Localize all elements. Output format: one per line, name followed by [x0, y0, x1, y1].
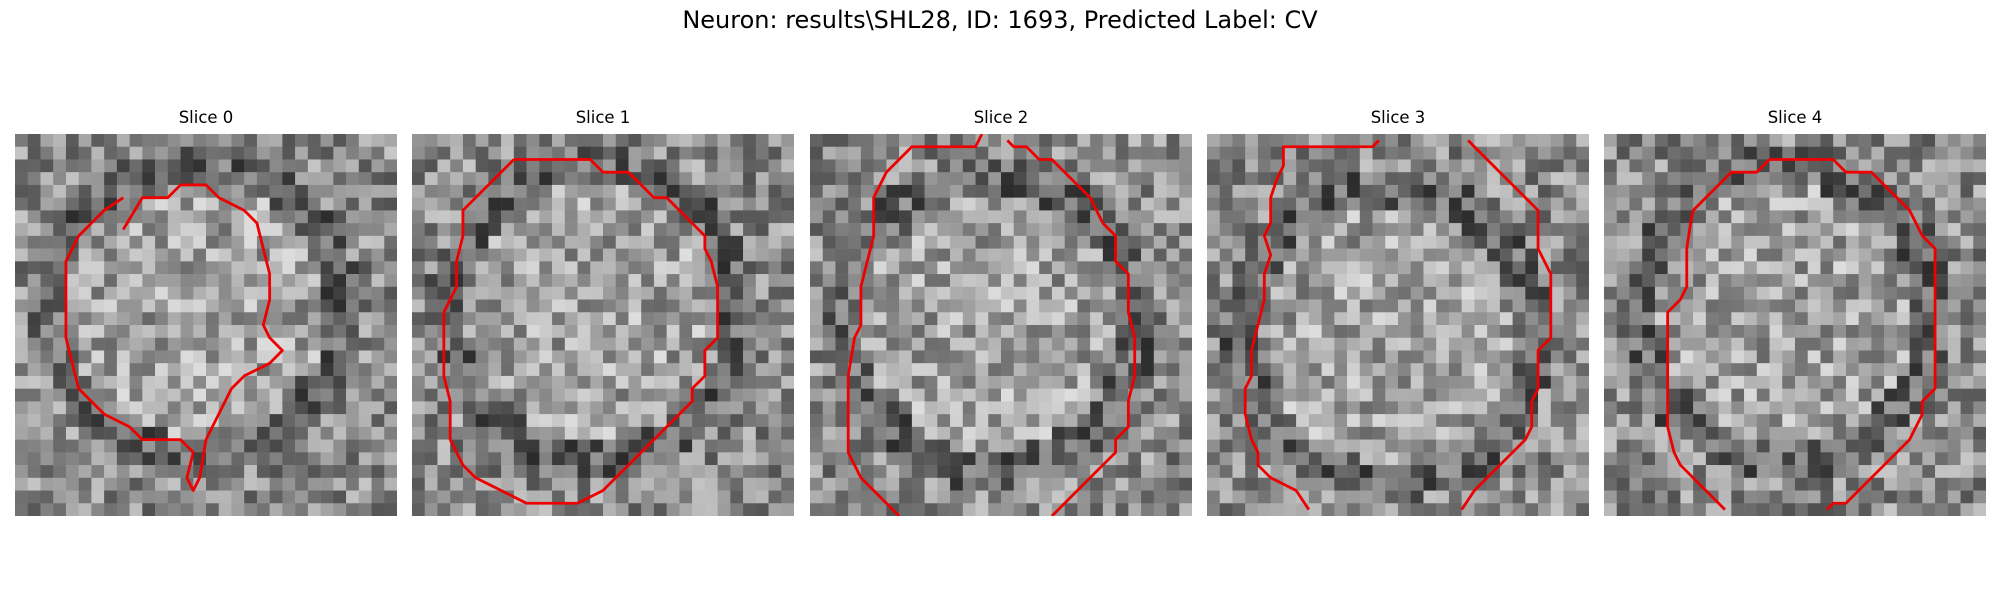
slice-image-2 [810, 134, 1192, 516]
roi-contour [1243, 139, 1380, 511]
slice-title: Slice 2 [973, 108, 1029, 127]
slice-image-4 [1604, 134, 1986, 516]
roi-contour [64, 183, 284, 492]
roi-contour [442, 158, 720, 505]
slice-image-3 [1207, 134, 1589, 516]
slice-image-0 [15, 134, 397, 516]
roi-contour [846, 134, 984, 516]
slice-title: Slice 3 [1370, 108, 1426, 127]
figure-title: Neuron: results\SHL28, ID: 1693, Predict… [682, 6, 1318, 34]
slice-title: Slice 1 [575, 108, 631, 127]
roi-contour [1666, 158, 1937, 511]
roi-contour [1006, 139, 1137, 516]
slice-title: Slice 4 [1767, 108, 1823, 127]
slice-image-1 [412, 134, 794, 516]
roi-contour [1460, 139, 1553, 511]
slice-title: Slice 0 [178, 108, 234, 127]
